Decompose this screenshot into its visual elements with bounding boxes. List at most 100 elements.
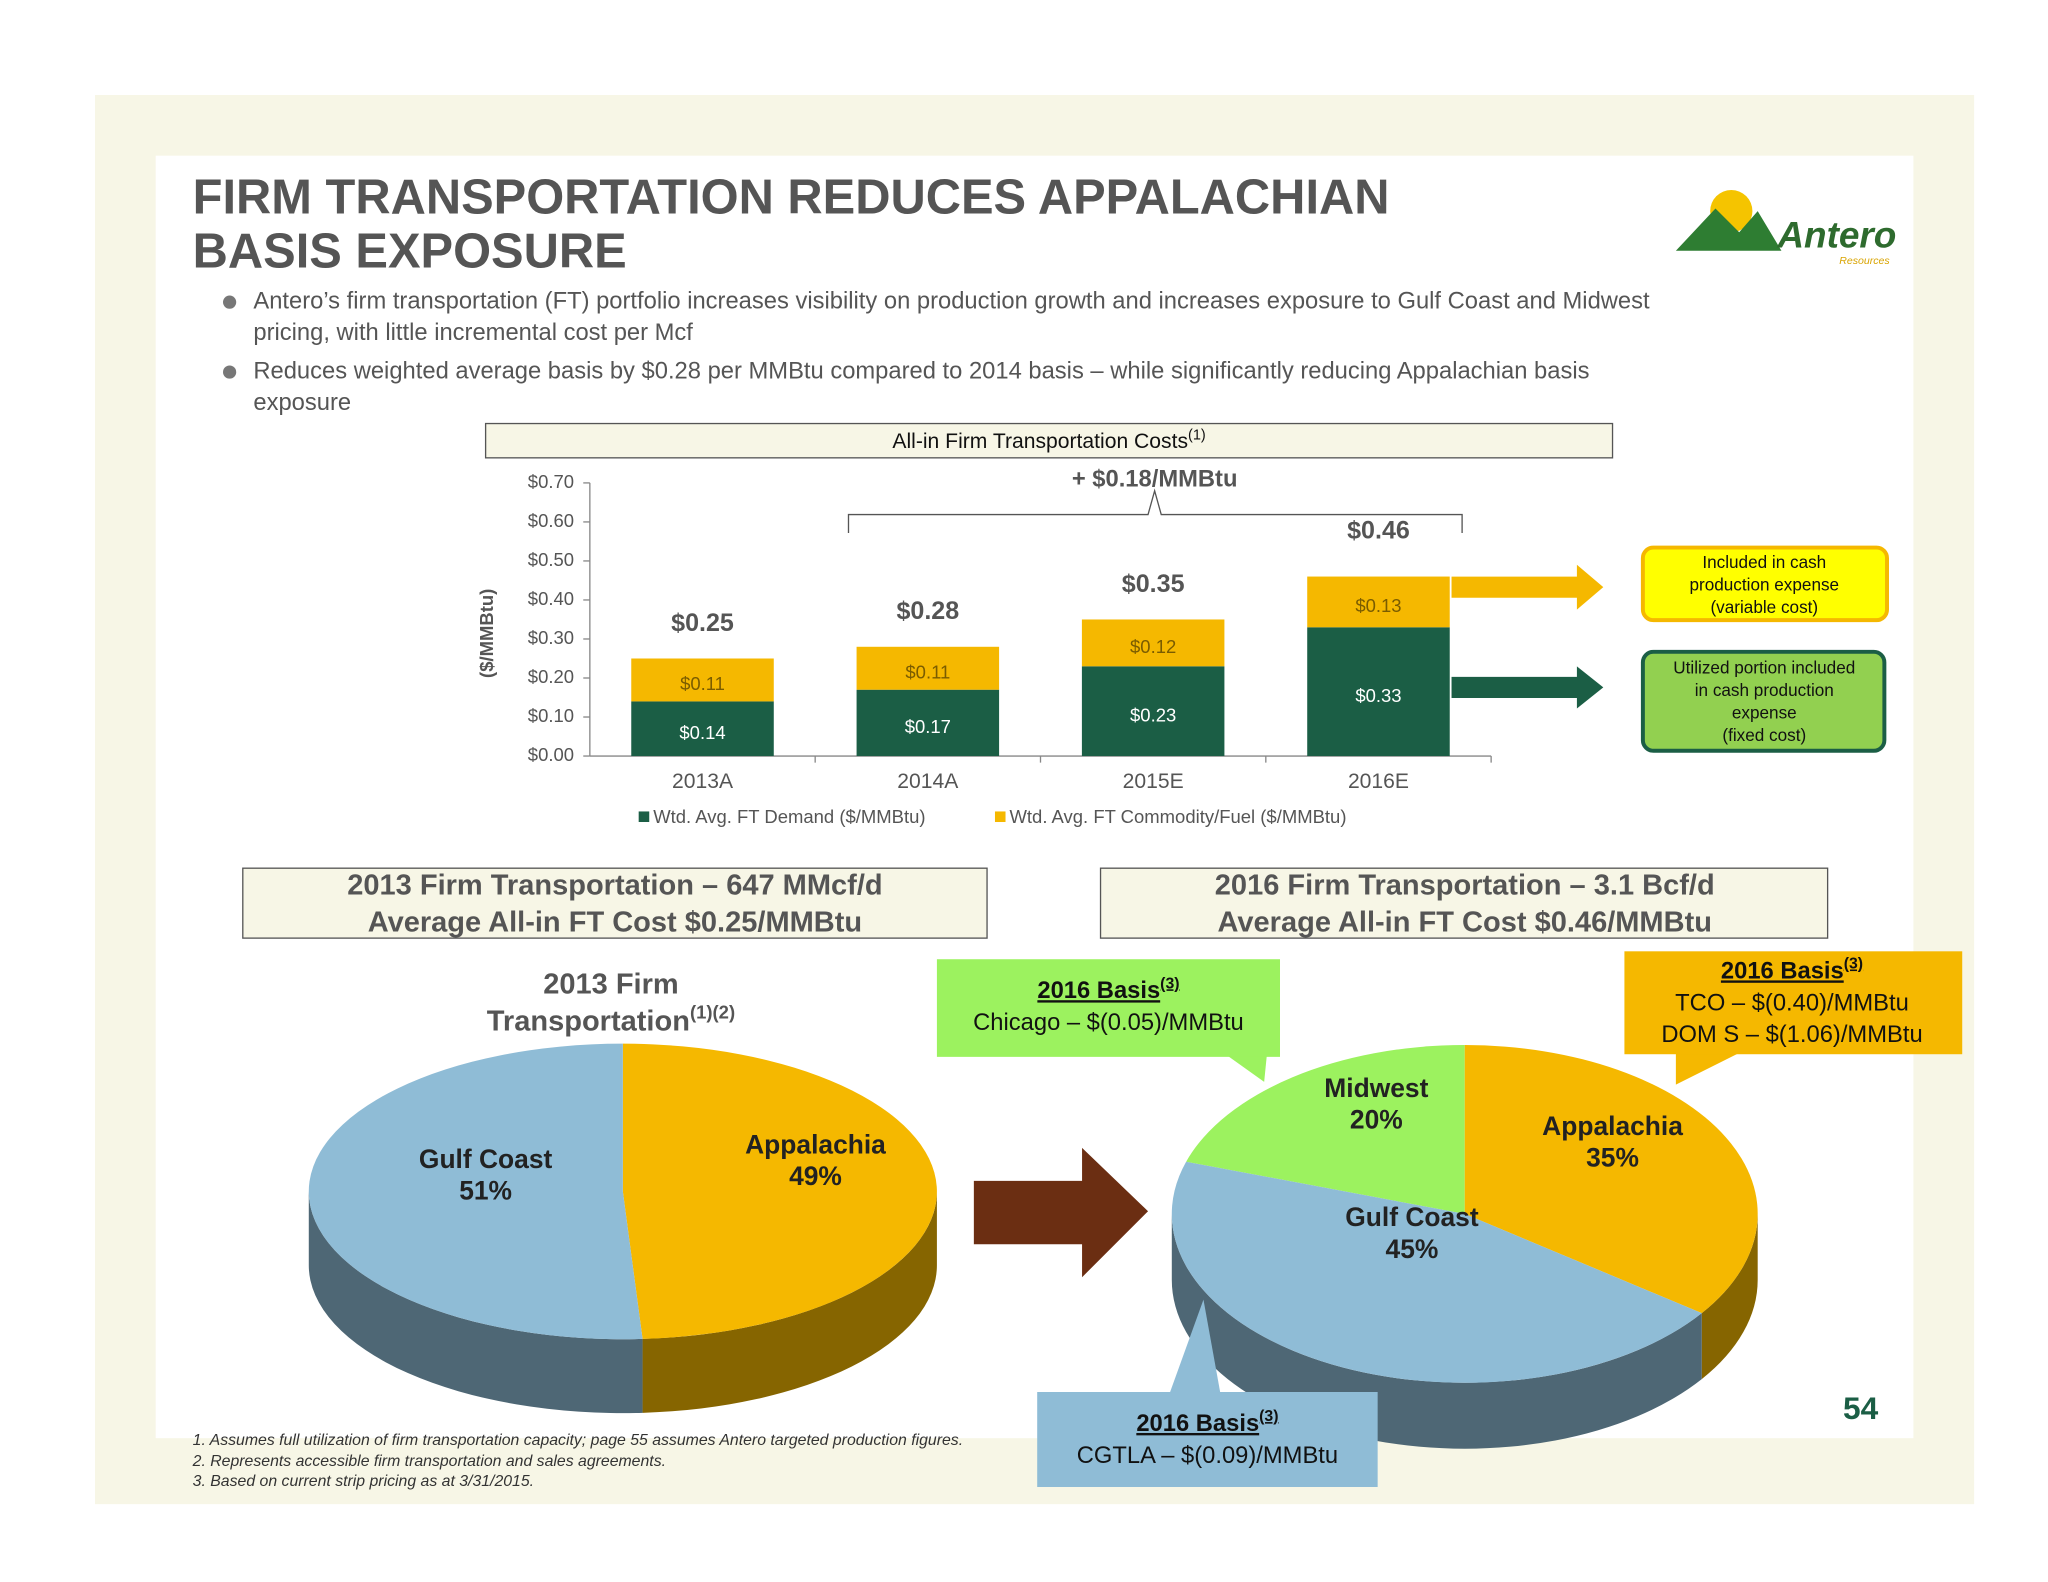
y-tick-label: $0.30	[528, 627, 574, 648]
y-tick-label: $0.50	[528, 549, 574, 570]
bullet: pricing, with little incremental cost pe…	[253, 319, 693, 346]
bar-label: $0.12	[1130, 636, 1176, 657]
logo-sub: Resources	[1839, 255, 1890, 267]
pie-slice	[1186, 1044, 1465, 1214]
pie-side	[642, 1191, 937, 1413]
slice-label: Gulf Coast	[1345, 1202, 1479, 1232]
slice-label: Midwest	[1324, 1073, 1428, 1103]
y-tick-label: $0.00	[528, 744, 574, 765]
bar-label: $0.17	[905, 716, 951, 737]
pie-side	[1701, 1213, 1758, 1380]
chart-title-note: (1)	[1188, 427, 1206, 443]
slice-value: 45%	[1386, 1234, 1439, 1264]
pie-slice	[308, 1043, 643, 1340]
chart-title: All-in Firm Transportation Costs(1)	[892, 427, 1205, 452]
pie-title: Transportation(1)(2)	[487, 1001, 735, 1037]
bar	[1081, 619, 1225, 667]
note-text: (fixed cost)	[1722, 725, 1806, 745]
pie-slice	[1171, 1161, 1702, 1383]
logo: Antero Resources	[1675, 189, 1896, 267]
bar-label: $0.11	[905, 661, 950, 682]
slice-value: 49%	[789, 1161, 842, 1191]
callout-title-text: 2016 Basis	[1136, 1410, 1259, 1437]
bar	[631, 701, 774, 757]
slice-value: 35%	[1586, 1143, 1639, 1173]
callout	[936, 959, 1280, 1057]
x-tick-label: 2016E	[1348, 770, 1409, 793]
bar-label: $0.11	[680, 673, 725, 694]
bullet-dot	[223, 365, 237, 379]
logo-mountain	[1675, 208, 1782, 251]
callout-note: (3)	[1844, 956, 1863, 973]
legend-swatch	[638, 811, 650, 823]
y-tick-label: $0.70	[528, 471, 574, 492]
y-axis-label: ($/MMBtu)	[476, 589, 497, 678]
bar	[856, 646, 1000, 690]
note-text: in cash production	[1695, 680, 1834, 700]
pie-slice	[622, 1043, 937, 1339]
legend-label: Wtd. Avg. FT Demand ($/MMBtu)	[653, 806, 925, 827]
callout	[1624, 951, 1963, 1055]
legend-swatch	[994, 811, 1006, 823]
y-tick-label: $0.60	[528, 510, 574, 531]
total-label: $0.46	[1347, 516, 1410, 544]
slice-label: Gulf Coast	[419, 1144, 553, 1174]
annotation: + $0.18/MMBtu	[1072, 466, 1238, 493]
summary: 2013 Firm Transportation – 647 MMcf/d	[347, 869, 882, 901]
bar	[856, 689, 1000, 757]
y-tick-label: $0.40	[528, 588, 574, 609]
y-tick-label: $0.20	[528, 666, 574, 687]
brace	[847, 488, 1463, 534]
callout-title: 2016 Basis(3)	[1136, 1408, 1278, 1437]
bar	[631, 658, 774, 702]
x-tick-label: 2015E	[1123, 770, 1184, 793]
slice-label: Appalachia	[745, 1130, 886, 1160]
bar-label: $0.14	[679, 722, 725, 743]
pie-title-text: Transportation	[487, 1005, 690, 1037]
note-text: production expense	[1689, 574, 1839, 594]
pie-side	[1171, 1213, 1702, 1449]
callout-title: 2016 Basis(3)	[1037, 975, 1179, 1004]
bullet: Reduces weighted average basis by $0.28 …	[253, 357, 1589, 384]
summary: 2016 Firm Transportation – 3.1 Bcf/d	[1215, 869, 1715, 901]
callout-pointer	[1227, 1055, 1267, 1082]
bar	[1081, 666, 1225, 757]
callout-note: (3)	[1259, 1408, 1278, 1425]
bar-label: $0.33	[1355, 685, 1401, 706]
summary: Average All-in FT Cost $0.25/MMBtu	[368, 906, 862, 938]
title: BASIS EXPOSURE	[193, 225, 627, 279]
big-arrow	[973, 1147, 1149, 1278]
bullet: Antero’s firm transportation (FT) portfo…	[253, 287, 1650, 314]
note-text: Utilized portion included	[1673, 657, 1855, 677]
logo-text: Antero	[1776, 214, 1896, 255]
chart-title-text: All-in Firm Transportation Costs	[892, 430, 1188, 453]
summary-box	[1099, 867, 1829, 939]
slice-value: 20%	[1350, 1104, 1403, 1134]
bar-label: $0.23	[1130, 704, 1176, 725]
x-tick-label: 2014A	[897, 770, 959, 793]
summary: Average All-in FT Cost $0.46/MMBtu	[1218, 906, 1712, 938]
note-text: (variable cost)	[1710, 597, 1818, 617]
total-label: $0.28	[896, 597, 959, 625]
callout-line: TCO – $(0.40)/MMBtu	[1675, 989, 1909, 1016]
y-tick-label: $0.10	[528, 705, 574, 726]
note-box	[1640, 545, 1889, 623]
callout-line: CGTLA – $(0.09)/MMBtu	[1077, 1442, 1338, 1469]
bullet-dot	[223, 295, 237, 309]
callout-line: Chicago – $(0.05)/MMBtu	[973, 1009, 1244, 1036]
arrow	[1451, 666, 1604, 709]
title: FIRM TRANSPORTATION REDUCES APPALACHIAN	[193, 170, 1390, 224]
slice-label: Appalachia	[1542, 1111, 1683, 1141]
bar	[1307, 627, 1450, 757]
callout-title: 2016 Basis(3)	[1721, 956, 1863, 985]
note-text: expense	[1732, 702, 1797, 722]
slice-value: 51%	[459, 1176, 512, 1206]
chart-title-box	[484, 422, 1614, 459]
callout-title-text: 2016 Basis	[1037, 977, 1160, 1004]
note-box	[1640, 649, 1887, 753]
bar-label: $0.13	[1355, 595, 1401, 616]
pie-title-note: (1)(2)	[690, 1001, 735, 1022]
footnote: 3. Based on current strip pricing as at …	[193, 1473, 534, 1490]
pie-title: 2013 Firm	[543, 968, 679, 1000]
